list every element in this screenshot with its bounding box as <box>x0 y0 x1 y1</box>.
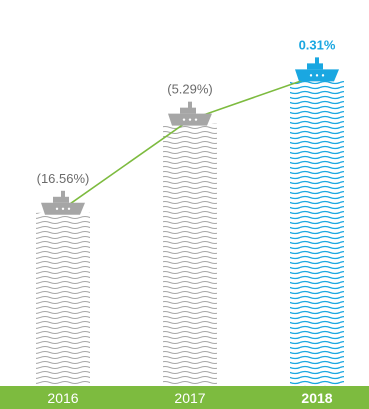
x-tick-2016: 2016 <box>47 390 78 406</box>
ship-icon <box>41 190 85 215</box>
bar-2016 <box>36 212 90 386</box>
x-axis-ticks: 2016 2017 2018 <box>47 390 332 406</box>
ship-icon <box>168 101 212 126</box>
data-label-2016: (16.56%) <box>37 171 90 186</box>
data-label-2018: 0.31% <box>299 37 336 52</box>
x-tick-2018: 2018 <box>301 390 332 406</box>
ships-layer <box>41 57 339 215</box>
labels-layer: (16.56%) (5.29%) 0.31% <box>37 37 336 185</box>
x-tick-2017: 2017 <box>174 390 205 406</box>
data-label-2017: (5.29%) <box>167 82 213 97</box>
bar-2018 <box>290 79 344 386</box>
bars-layer <box>36 79 344 386</box>
bar-2017 <box>163 123 217 386</box>
ship-icon <box>295 57 339 82</box>
x-axis-band <box>0 386 369 409</box>
